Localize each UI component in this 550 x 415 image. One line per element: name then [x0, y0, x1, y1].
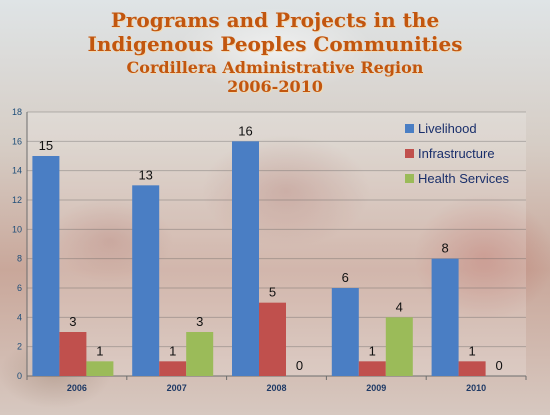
data-label: 3	[196, 314, 203, 329]
y-tick-label: 0	[17, 371, 22, 381]
data-label: 4	[396, 299, 403, 314]
bar-livelihood	[431, 258, 459, 376]
legend-label: Livelihood	[418, 121, 477, 136]
data-label: 8	[441, 241, 448, 256]
data-label: 6	[342, 270, 349, 285]
x-tick-label: 2010	[466, 383, 486, 393]
chart-title-block: Programs and Projects in the Indigenous …	[0, 8, 550, 96]
chart-title-line-2: Indigenous Peoples Communities	[87, 32, 463, 56]
y-tick-label: 2	[17, 342, 22, 352]
bar-infrastructure	[358, 361, 386, 376]
y-tick-label: 16	[12, 136, 22, 146]
data-label: 15	[39, 138, 53, 153]
data-label: 1	[96, 343, 103, 358]
bar-health-services	[385, 317, 413, 376]
chart-title-line-1: Programs and Projects in the	[110, 8, 440, 32]
data-label: 1	[169, 343, 176, 358]
y-tick-label: 4	[17, 312, 22, 322]
x-tick-label: 2007	[167, 383, 187, 393]
x-tick-label: 2009	[366, 383, 386, 393]
y-tick-label: 14	[12, 166, 22, 176]
chart-subtitle-line-2: 2006-2010	[227, 77, 323, 96]
data-label: 13	[138, 167, 152, 182]
bar-health-services	[186, 332, 214, 376]
y-tick-label: 10	[12, 224, 22, 234]
data-label: 16	[238, 123, 252, 138]
data-label: 0	[495, 358, 502, 373]
chart-subtitle-line-1: Cordillera Administrative Region	[126, 58, 424, 77]
bar-health-services	[86, 361, 114, 376]
legend-swatch	[405, 124, 414, 133]
data-label: 3	[69, 314, 76, 329]
legend-label: Health Services	[418, 171, 510, 186]
bar-livelihood	[331, 288, 359, 376]
x-tick-label: 2008	[266, 383, 286, 393]
y-tick-label: 8	[17, 254, 22, 264]
data-label: 1	[369, 343, 376, 358]
data-label: 0	[296, 358, 303, 373]
bar-livelihood	[132, 185, 160, 376]
legend-swatch	[405, 149, 414, 158]
bar-livelihood	[32, 156, 60, 376]
bar-infrastructure	[59, 332, 87, 376]
bar-infrastructure	[259, 302, 286, 376]
data-label: 1	[468, 343, 475, 358]
bar-livelihood	[232, 141, 259, 376]
bar-infrastructure	[159, 361, 187, 376]
x-tick-label: 2006	[67, 383, 87, 393]
legend-swatch	[405, 174, 414, 183]
y-tick-label: 18	[12, 107, 22, 117]
data-label: 5	[269, 285, 276, 300]
y-tick-label: 6	[17, 283, 22, 293]
y-tick-label: 12	[12, 195, 22, 205]
legend-label: Infrastructure	[418, 146, 495, 161]
bar-infrastructure	[458, 361, 486, 376]
